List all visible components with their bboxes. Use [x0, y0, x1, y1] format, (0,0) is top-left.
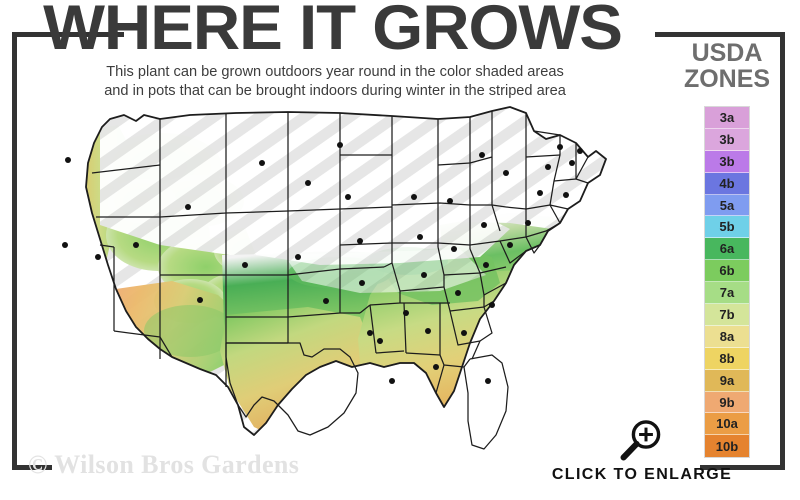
state-boundaries [85, 106, 607, 450]
zone-swatch-label: 9a [719, 372, 735, 388]
zone-swatch-3a[interactable]: 3a [705, 107, 749, 129]
frame-border-bottom-right [700, 465, 785, 470]
zone-swatch-10b[interactable]: 10b [705, 435, 749, 458]
zone-swatch-label: 3b [719, 153, 735, 169]
watermark-copyright: © Wilson Bros Gardens [28, 450, 300, 479]
frame-border-right [780, 32, 785, 470]
magnifier-plus-icon[interactable] [618, 417, 664, 463]
zone-swatch-10a[interactable]: 10a [705, 413, 749, 436]
zone-swatch-7a[interactable]: 7a [705, 282, 749, 305]
zone-swatch-9b[interactable]: 9b [705, 391, 749, 414]
legend-title-line-1: USDA [691, 39, 763, 67]
zone-swatch-8b[interactable]: 8b [705, 347, 749, 370]
zone-swatch-label: 6a [719, 241, 735, 257]
zone-swatch-label: 9b [719, 394, 735, 410]
zone-swatch-3b[interactable]: 3b [705, 128, 749, 151]
click-to-enlarge-label[interactable]: CLICK TO ENLARGE [551, 466, 733, 483]
zone-swatch-5a[interactable]: 5a [705, 194, 749, 217]
frame-border-top-right [655, 32, 785, 37]
zone-swatch-label: 5b [719, 219, 735, 235]
zone-swatch-6b[interactable]: 6b [705, 260, 749, 283]
zone-swatch-label: 3b [719, 131, 735, 147]
zone-swatch-6a[interactable]: 6a [705, 238, 749, 261]
page-title: WHERE IT GROWS [43, 0, 623, 63]
zone-swatch-label: 8a [719, 328, 735, 344]
zone-swatch-label: 7a [719, 285, 735, 301]
zone-swatch-label: 10b [715, 438, 739, 454]
map-location-dots [62, 142, 583, 384]
frame-border-top-left [12, 32, 124, 37]
usda-zone-legend: 3a 3b 3b 4b 5a 5b 6a 6b 7a 7b 8a 8b 9a 9b 10a 10b [704, 106, 750, 459]
zone-swatch-7b[interactable]: 7b [705, 304, 749, 326]
map-svg [62, 106, 607, 450]
zone-swatch-3b[interactable]: 3b [705, 150, 749, 173]
page-subtitle: This plant can be grown outdoors year ro… [30, 63, 640, 101]
zone-swatch-label: 6b [719, 263, 735, 279]
subtitle-line-1: This plant can be grown outdoors year ro… [106, 64, 564, 80]
zone-swatch-5b[interactable]: 5b [705, 216, 749, 239]
hardiness-zone-map[interactable] [40, 105, 670, 455]
zone-swatch-label: 10a [716, 416, 738, 432]
legend-title-line-2: ZONES [683, 65, 771, 93]
zone-swatch-label: 4b [719, 175, 735, 191]
frame-border-left [12, 32, 17, 470]
zone-swatch-label: 5a [719, 197, 735, 213]
zone-swatch-8a[interactable]: 8a [705, 325, 749, 348]
zone-swatch-label: 8b [719, 350, 735, 366]
frame-border-bottom-left [12, 465, 52, 470]
subtitle-line-2: and in pots that can be brought indoors … [104, 83, 566, 99]
zone-swatch-4b[interactable]: 4b [705, 172, 749, 195]
legend-title: USDA ZONES [668, 40, 786, 92]
zone-swatch-label: 3a [719, 109, 735, 125]
zone-swatch-9a[interactable]: 9a [705, 369, 749, 392]
zone-swatch-label: 7b [719, 306, 735, 322]
